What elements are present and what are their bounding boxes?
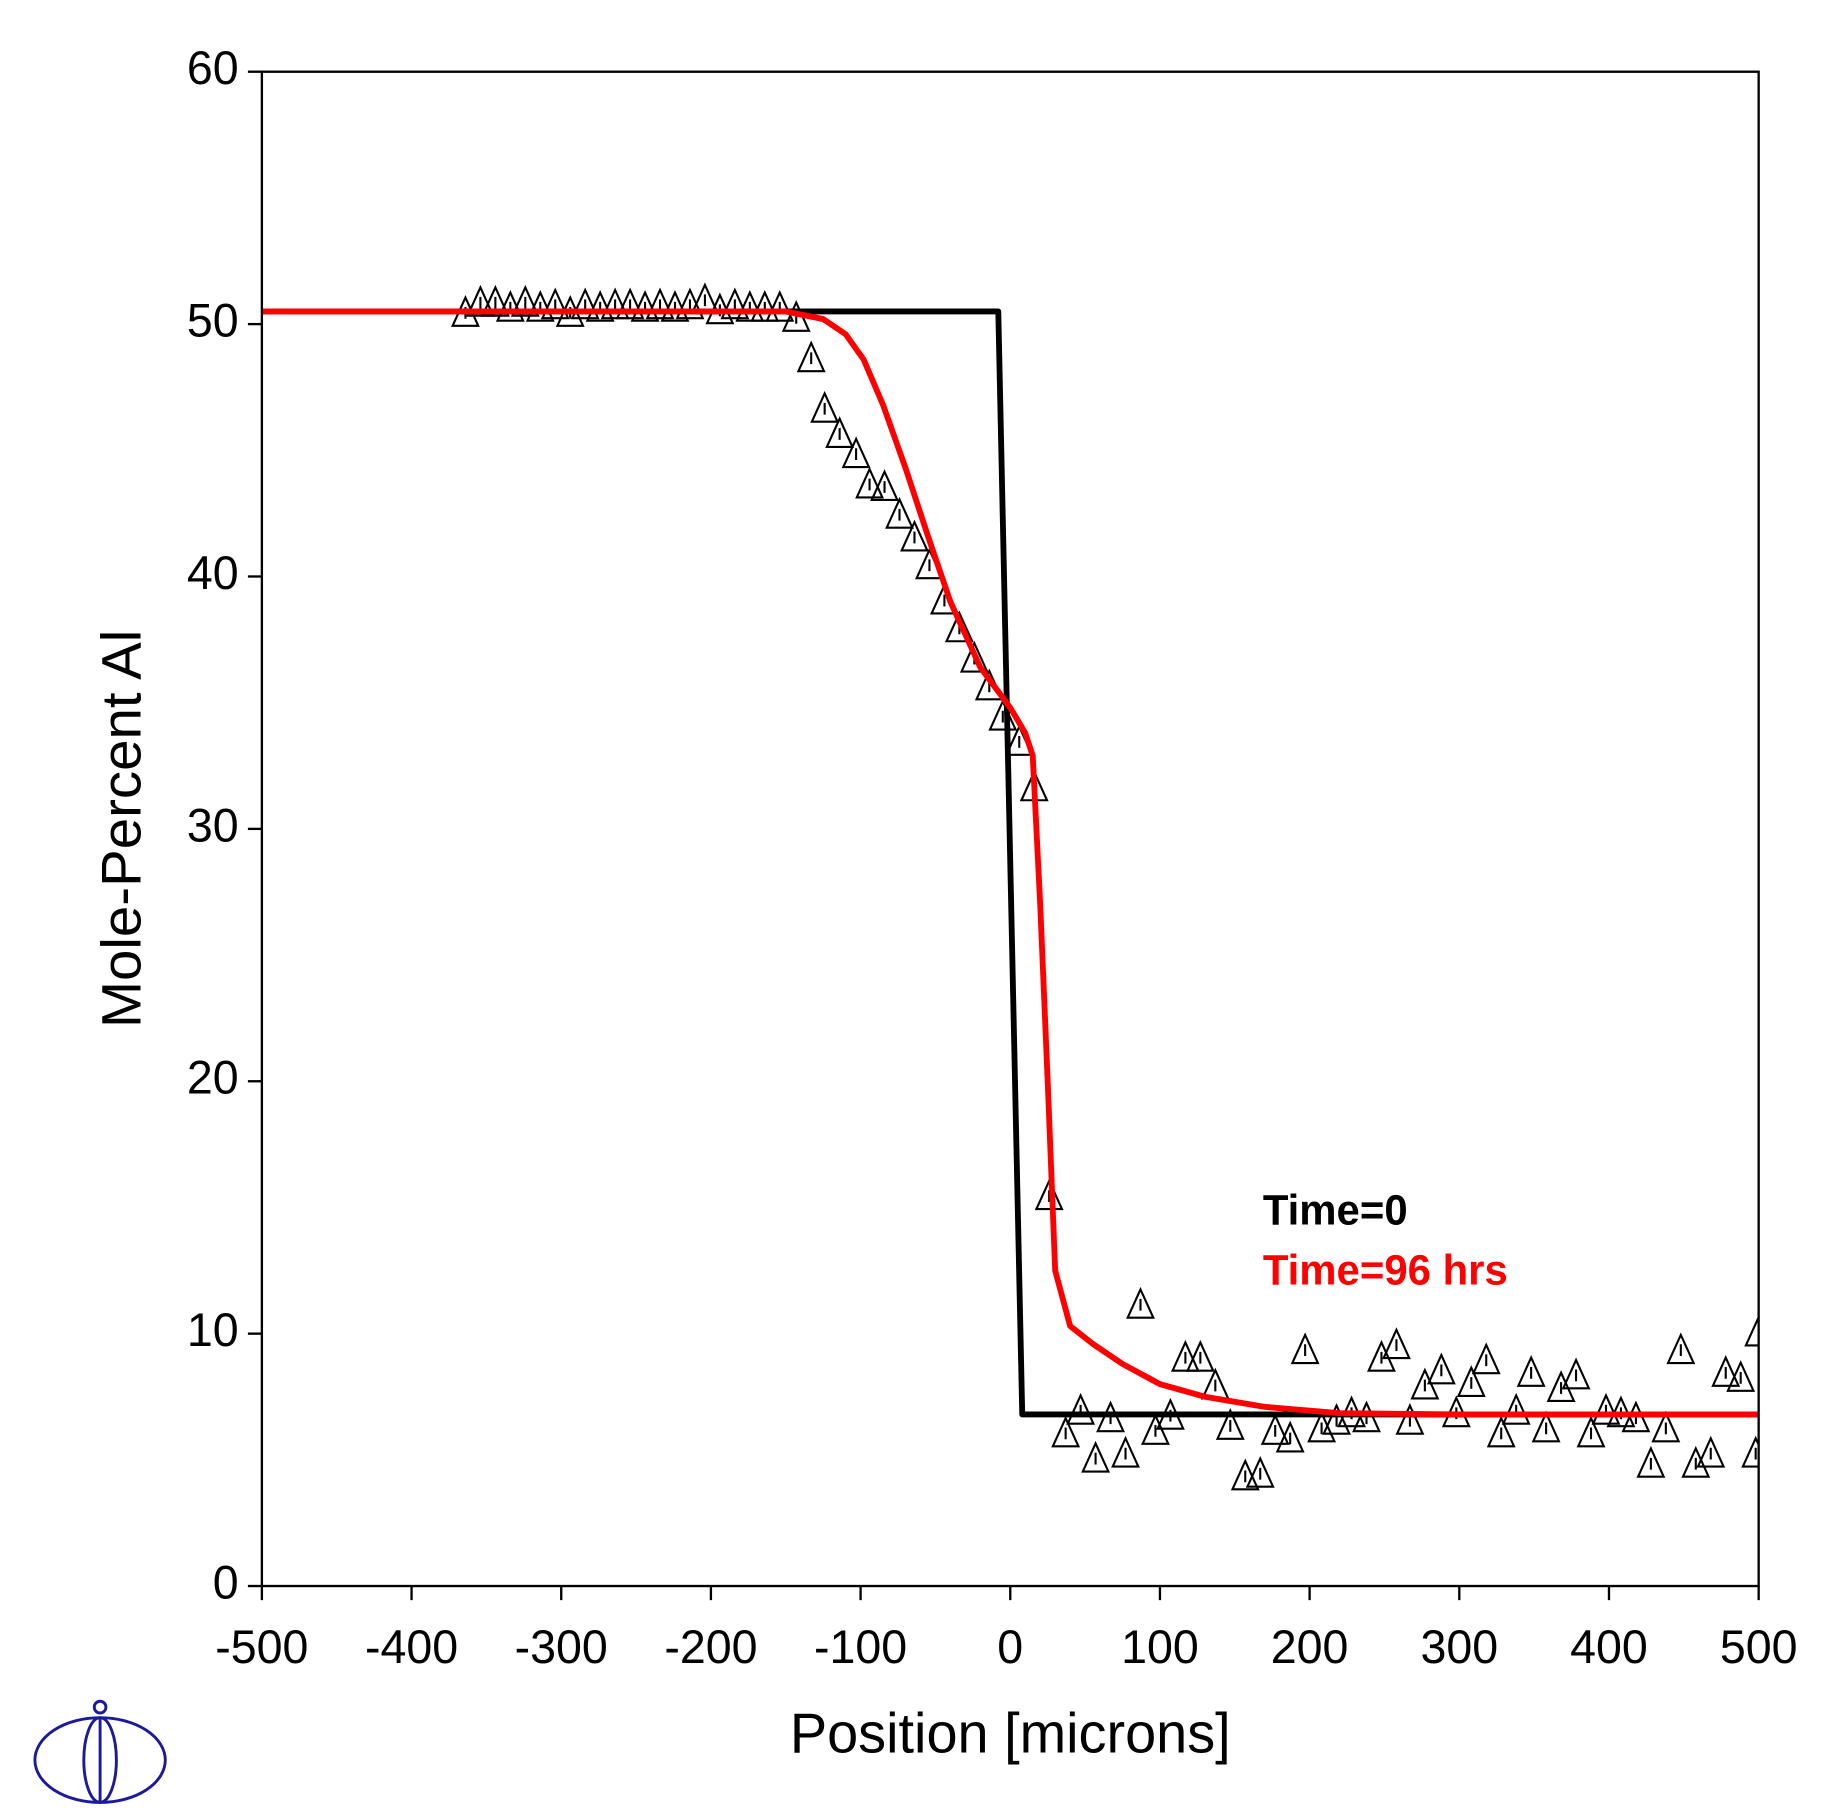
x-axis-label: Position [microns] bbox=[790, 1701, 1231, 1764]
data-point bbox=[825, 416, 855, 448]
data-point bbox=[1215, 1408, 1245, 1440]
y-tick-label: 10 bbox=[187, 1304, 239, 1356]
data-point bbox=[585, 289, 615, 322]
data-point bbox=[841, 436, 871, 469]
data-point bbox=[1307, 1410, 1337, 1443]
data-point bbox=[1744, 1314, 1759, 1347]
x-tick-label: 100 bbox=[1121, 1621, 1199, 1673]
y-tick-label: 60 bbox=[187, 42, 239, 94]
data-point bbox=[1516, 1355, 1546, 1387]
data-point bbox=[1081, 1440, 1111, 1473]
data-point bbox=[630, 289, 660, 322]
x-tick-label: -100 bbox=[814, 1621, 907, 1673]
x-tick-label: 200 bbox=[1271, 1621, 1349, 1673]
x-tick-label: -200 bbox=[664, 1621, 757, 1673]
data-point bbox=[1696, 1435, 1726, 1468]
data-point bbox=[1395, 1402, 1425, 1435]
data-point bbox=[1185, 1339, 1215, 1372]
data-point bbox=[855, 466, 885, 499]
data-point bbox=[1051, 1415, 1081, 1448]
data-point bbox=[1651, 1410, 1681, 1443]
y-tick-label: 20 bbox=[187, 1051, 239, 1103]
data-point bbox=[1367, 1339, 1396, 1372]
data-point bbox=[810, 390, 840, 423]
line-series bbox=[261, 308, 1759, 1418]
data-point bbox=[1456, 1365, 1486, 1397]
data-point bbox=[1666, 1332, 1696, 1365]
data-point bbox=[1426, 1352, 1456, 1385]
data-point bbox=[1726, 1360, 1756, 1392]
data-point bbox=[1260, 1413, 1290, 1445]
x-tick-label: -300 bbox=[515, 1621, 608, 1673]
data-point bbox=[1126, 1286, 1155, 1319]
legend-entry: Time=0 bbox=[1263, 1186, 1408, 1233]
data-point bbox=[1546, 1370, 1576, 1402]
data-point bbox=[1531, 1410, 1561, 1443]
data-point bbox=[1486, 1415, 1516, 1448]
data-point bbox=[900, 519, 929, 552]
line-series bbox=[261, 308, 1759, 1418]
x-tick-label: -500 bbox=[215, 1621, 308, 1673]
data-point bbox=[1636, 1445, 1666, 1478]
data-point bbox=[1382, 1327, 1411, 1360]
y-tick-label: 40 bbox=[187, 547, 239, 599]
data-point bbox=[1741, 1435, 1759, 1468]
data-point bbox=[1501, 1392, 1531, 1425]
data-point bbox=[796, 340, 826, 373]
data-point bbox=[510, 284, 540, 317]
x-tick-label: 0 bbox=[997, 1621, 1023, 1673]
data-point bbox=[480, 284, 510, 317]
data-point bbox=[1275, 1420, 1305, 1453]
data-point bbox=[660, 289, 690, 322]
x-tick-label: -400 bbox=[365, 1621, 458, 1673]
data-point bbox=[1066, 1392, 1096, 1425]
y-axis-label: Mole-Percent Al bbox=[90, 630, 153, 1028]
data-point bbox=[1681, 1445, 1711, 1478]
data-point bbox=[1576, 1415, 1606, 1448]
x-tick-label: 500 bbox=[1720, 1621, 1798, 1673]
data-point bbox=[1170, 1339, 1200, 1372]
data-point bbox=[1230, 1458, 1260, 1491]
logo bbox=[33, 1699, 167, 1804]
data-point bbox=[1471, 1342, 1501, 1375]
data-point bbox=[465, 284, 495, 317]
data-point bbox=[1290, 1332, 1320, 1365]
x-tick-label: 400 bbox=[1570, 1621, 1648, 1673]
data-point bbox=[1111, 1435, 1140, 1468]
legend-entry: Time=96 hrs bbox=[1263, 1246, 1508, 1293]
y-tick-label: 50 bbox=[187, 294, 239, 346]
y-tick-label: 30 bbox=[187, 799, 239, 851]
data-point bbox=[870, 469, 899, 501]
data-point bbox=[1561, 1357, 1591, 1390]
x-tick-label: 300 bbox=[1420, 1621, 1498, 1673]
y-tick-label: 0 bbox=[213, 1556, 239, 1608]
plot-area bbox=[261, 282, 1759, 1491]
data-point bbox=[1245, 1455, 1275, 1488]
data-point bbox=[1711, 1355, 1741, 1387]
data-point bbox=[885, 496, 914, 529]
